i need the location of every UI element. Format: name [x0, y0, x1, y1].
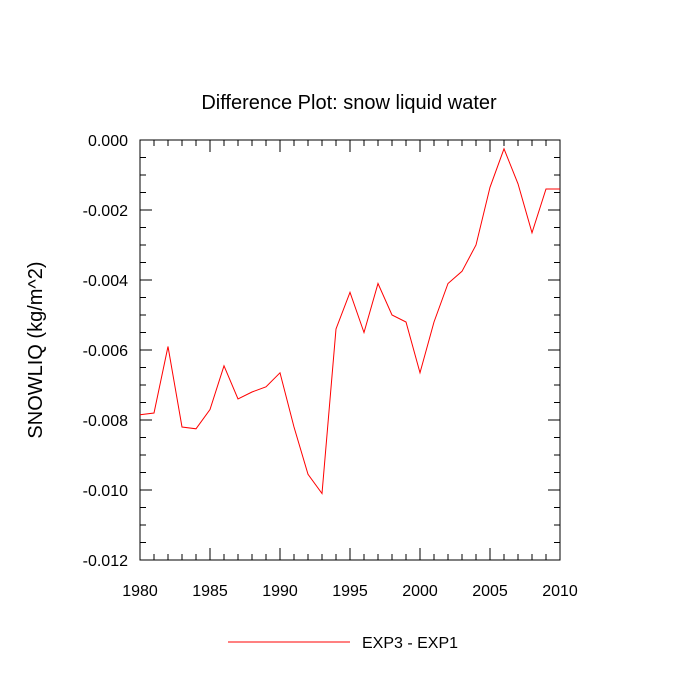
y-tick-label: -0.010 [83, 483, 128, 500]
x-tick-labels: 1980 1985 1990 1995 2000 2005 2010 [122, 583, 578, 600]
y-tick-label: -0.002 [83, 203, 128, 220]
x-tick-label: 1990 [262, 583, 298, 600]
y-tick-labels: 0.000 -0.002 -0.004 -0.006 -0.008 -0.010 -0.01… [83, 133, 128, 570]
series-group [139, 147, 560, 495]
plot-frame [139, 139, 561, 561]
legend-label: EXP3 - EXP1 [362, 635, 458, 652]
x-tick-label: 1980 [122, 583, 158, 600]
series-line [139, 147, 560, 495]
x-tick-label: 1995 [332, 583, 368, 600]
y-tick-label: -0.012 [83, 553, 128, 570]
chart-title: Difference Plot: snow liquid water [201, 92, 497, 114]
y-tick-label: -0.006 [83, 343, 128, 360]
x-tick-label: 2010 [542, 583, 578, 600]
legend: EXP3 - EXP1 [228, 635, 458, 652]
y-tick-label: 0.000 [88, 133, 128, 150]
x-tick-label: 1985 [192, 583, 228, 600]
y-tick-label: -0.008 [83, 413, 128, 430]
y-tick-label: -0.004 [83, 273, 128, 290]
y-axis-label: SNOWLIQ (kg/m^2) [25, 261, 47, 438]
x-tick-label: 2000 [402, 583, 438, 600]
x-tick-label: 2005 [472, 583, 508, 600]
axis-ticks [139, 139, 561, 561]
